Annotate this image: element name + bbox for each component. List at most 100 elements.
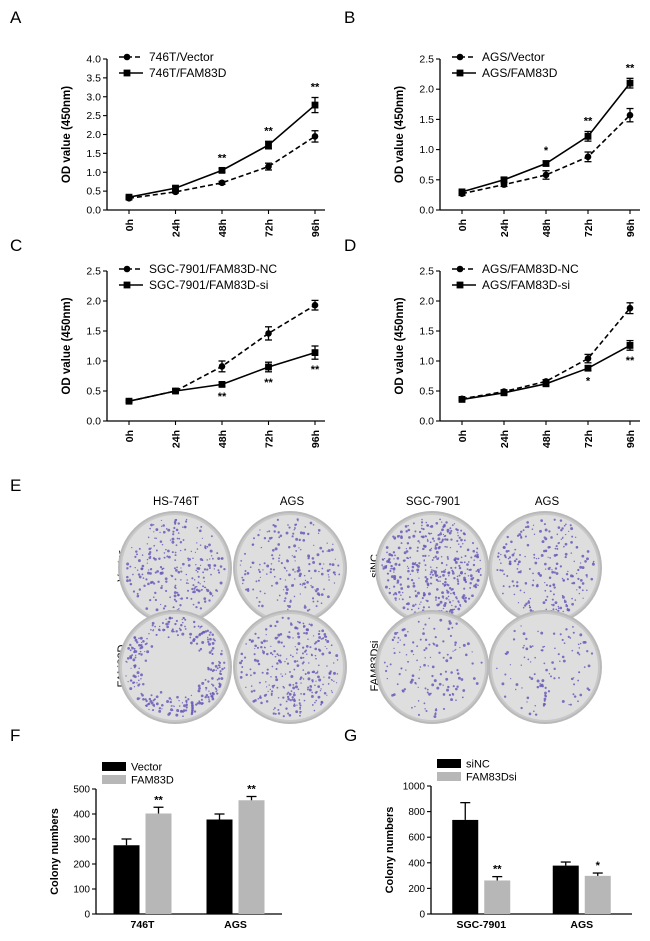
colony <box>409 573 412 576</box>
colony <box>323 676 325 678</box>
colony <box>295 550 298 552</box>
colony <box>211 695 213 698</box>
colony <box>204 630 208 633</box>
colony <box>269 688 271 691</box>
legend-label: FAM83Dsi <box>466 772 517 784</box>
legend-label: Vector <box>131 762 163 774</box>
colony <box>406 542 410 545</box>
colony <box>503 554 507 557</box>
colony <box>576 651 580 655</box>
colony <box>445 677 449 681</box>
colony <box>185 596 189 600</box>
colony <box>560 538 562 540</box>
colony <box>179 598 181 600</box>
colony <box>281 675 284 678</box>
colony <box>398 591 401 594</box>
data-point <box>125 397 133 405</box>
colony <box>195 569 198 572</box>
colony <box>132 681 135 685</box>
colony <box>289 600 292 603</box>
colony <box>137 559 141 563</box>
colony <box>451 608 454 611</box>
colony <box>137 684 140 687</box>
colony <box>561 527 564 530</box>
colony <box>592 560 595 563</box>
panel-label-g: G <box>344 726 358 745</box>
colony <box>390 564 393 568</box>
data-point <box>584 355 592 362</box>
colony <box>587 688 591 692</box>
colony <box>433 643 436 646</box>
colony <box>274 547 278 551</box>
colony <box>287 617 290 620</box>
colony <box>306 532 310 536</box>
dish-sgc7901-sinc <box>375 511 489 625</box>
colony <box>304 586 307 589</box>
colony <box>258 604 260 607</box>
bar-fam83d <box>145 813 172 914</box>
colony <box>384 669 388 673</box>
colony <box>577 679 580 682</box>
colony <box>442 570 446 574</box>
colony <box>336 659 339 661</box>
colony <box>462 643 466 647</box>
colony <box>318 593 321 597</box>
colony <box>221 667 224 671</box>
colony <box>559 519 563 522</box>
colony <box>397 636 400 639</box>
colony <box>424 623 427 626</box>
colony <box>199 633 201 635</box>
data-point <box>584 364 592 372</box>
colony <box>271 653 274 656</box>
colony <box>197 567 201 570</box>
colony <box>208 690 210 692</box>
colony <box>425 579 428 583</box>
data-point <box>626 111 634 119</box>
colony <box>524 535 527 538</box>
colony <box>464 580 468 584</box>
colony <box>396 535 400 538</box>
colony <box>403 559 406 562</box>
colony <box>520 530 523 533</box>
y-tick-label: 1.5 <box>86 326 101 338</box>
colony <box>144 650 146 653</box>
colony <box>287 691 290 694</box>
colony <box>184 625 186 628</box>
colony <box>466 563 469 566</box>
colony <box>283 645 286 648</box>
colony <box>311 585 314 589</box>
colony <box>155 608 159 612</box>
colony <box>559 565 563 568</box>
colony <box>434 572 437 575</box>
colony <box>464 572 467 575</box>
y-tick-label: 2.5 <box>86 110 101 122</box>
colony <box>295 523 298 526</box>
colony <box>559 606 563 610</box>
colony <box>513 629 516 633</box>
colony <box>430 532 433 535</box>
y-tick-label: 300 <box>73 835 90 846</box>
colony <box>284 567 286 570</box>
legend-label: SGC-7901/FAM83D-NC <box>149 262 277 276</box>
colony <box>456 672 460 675</box>
colony <box>446 583 449 586</box>
colony <box>137 679 140 682</box>
colony <box>172 606 175 609</box>
colony <box>558 676 560 679</box>
colony <box>459 646 461 649</box>
colony <box>209 637 212 641</box>
colony <box>275 581 279 585</box>
colony <box>184 548 187 551</box>
colony <box>141 573 144 576</box>
colony <box>211 642 215 645</box>
colony <box>215 690 218 693</box>
colony <box>534 561 538 565</box>
colony <box>571 535 574 538</box>
colony <box>427 532 430 535</box>
colony <box>407 528 411 532</box>
colony <box>299 583 302 586</box>
colony <box>565 523 567 526</box>
colony <box>289 699 292 702</box>
colony <box>436 686 440 690</box>
colony <box>171 617 174 619</box>
